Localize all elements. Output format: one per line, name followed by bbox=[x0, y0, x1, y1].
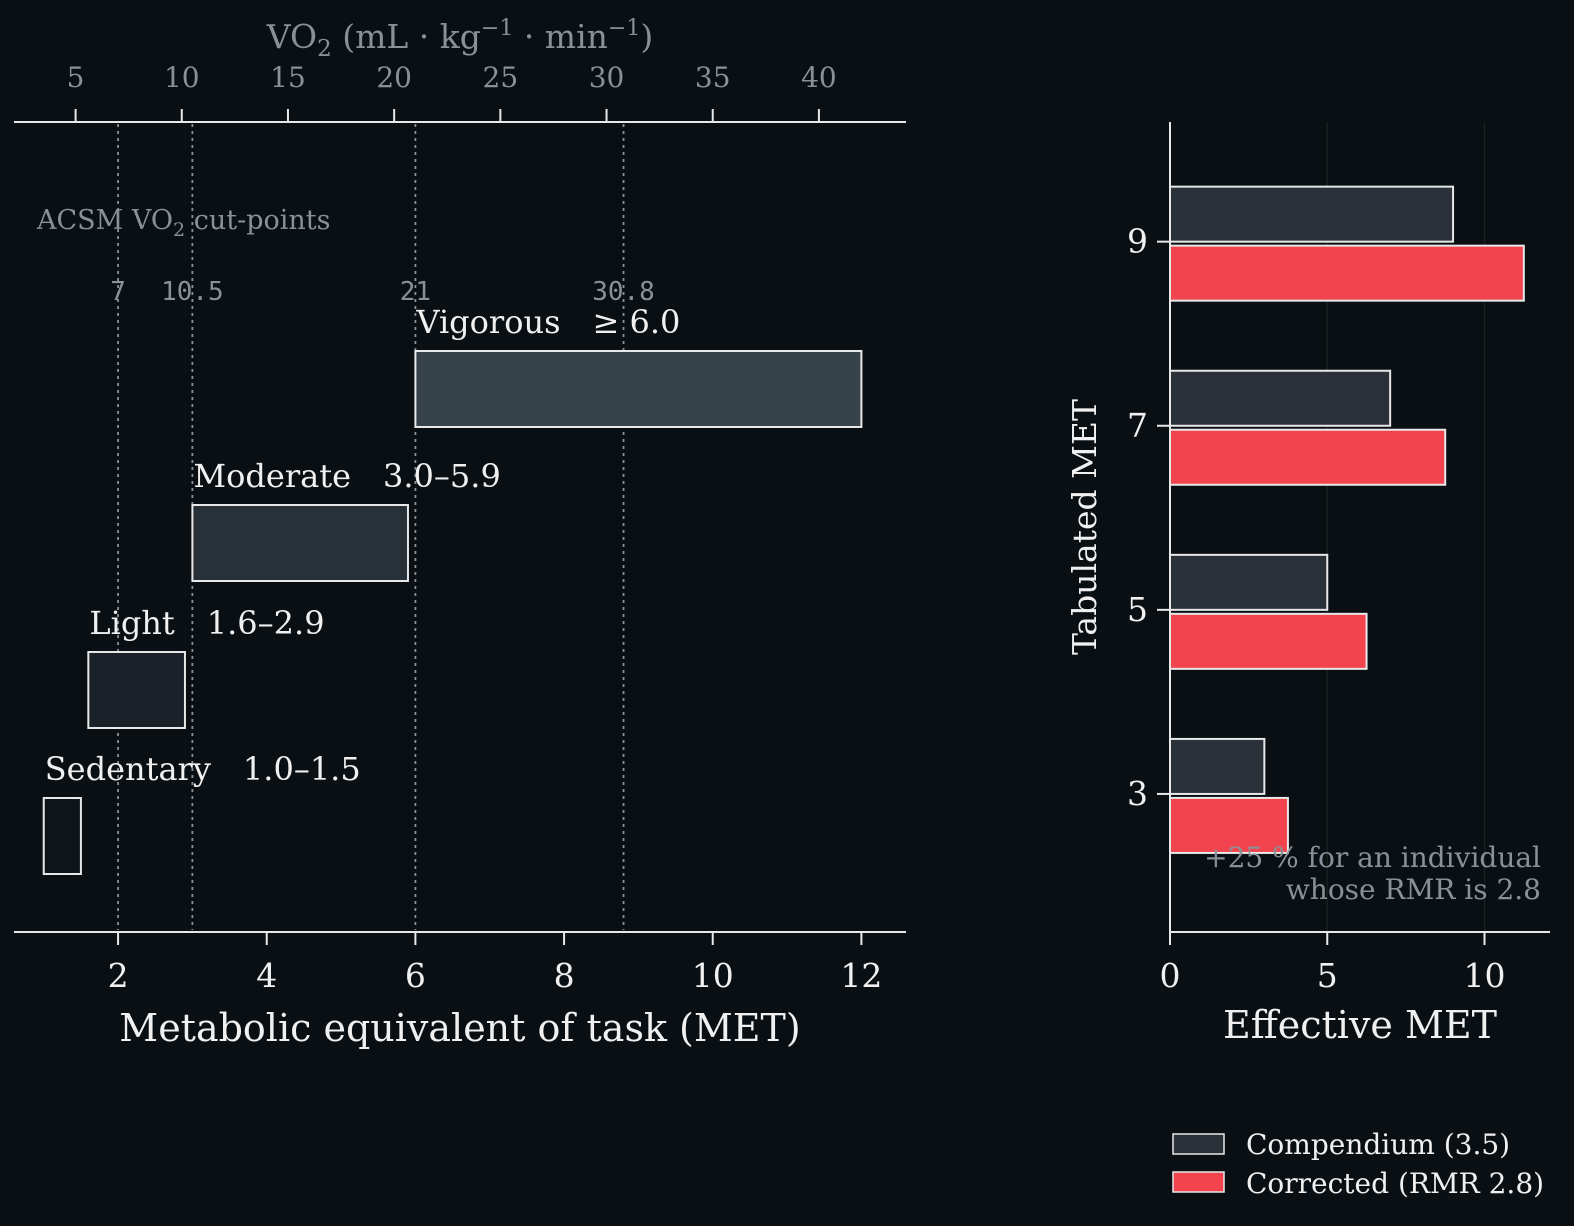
tabulated-met-ticks: 3 5 7 9 bbox=[1127, 222, 1170, 813]
effective-met-tick-label-0: 0 bbox=[1160, 956, 1181, 995]
tabulated-met-tick-label-7: 7 bbox=[1127, 406, 1148, 445]
met-tick-label-4: 4 bbox=[256, 956, 277, 995]
vo2-tick-label-25: 25 bbox=[483, 61, 519, 94]
vo2-tick-label-5: 5 bbox=[67, 61, 85, 94]
bar-corrected-5 bbox=[1169, 612, 1368, 670]
vo2-axis-label: VO2 (mL · kg−1 · min−1) bbox=[266, 16, 653, 62]
met-tick-label-8: 8 bbox=[554, 956, 575, 995]
intensity-bars: Sedentary 1.0–1.5 Light 1.6–2.9 Moderate 3.0–… bbox=[42, 303, 863, 875]
legend-label-corrected: Corrected (RMR 2.8) bbox=[1246, 1167, 1544, 1200]
legend-swatch-corrected bbox=[1172, 1171, 1225, 1193]
bar-label-vigorous: Vigorous ≥ 6.0 bbox=[415, 303, 680, 341]
vo2-tick-label-10: 10 bbox=[164, 61, 200, 94]
vo2-label-sup-min: −1 bbox=[608, 16, 640, 41]
cutpoints-title-main: ACSM VO bbox=[36, 205, 173, 236]
met-tick-label-6: 6 bbox=[405, 956, 426, 995]
met-tick-label-2: 2 bbox=[108, 956, 129, 995]
bar-name-light: Light bbox=[89, 604, 175, 642]
bar-name-sedentary: Sedentary bbox=[45, 750, 211, 788]
bar-sedentary bbox=[42, 797, 82, 875]
cutpoints-title: ACSM VO2 cut-points bbox=[36, 205, 330, 241]
vo2-label-close: ) bbox=[640, 17, 653, 56]
bar-label-sedentary: Sedentary 1.0–1.5 bbox=[45, 750, 361, 788]
effective-met-ticks: 0 5 10 bbox=[1160, 932, 1506, 995]
bar-compendium-5 bbox=[1169, 553, 1329, 611]
effective-met-bars bbox=[1169, 185, 1525, 854]
met-axis-label: Metabolic equivalent of task (MET) bbox=[119, 1006, 800, 1050]
legend: Compendium (3.5) Corrected (RMR 2.8) bbox=[1172, 1128, 1544, 1200]
vo2-tick-label-20: 20 bbox=[376, 61, 412, 94]
bar-corrected-7 bbox=[1169, 428, 1447, 486]
vo2-label-subscript: 2 bbox=[317, 36, 332, 62]
cutpoint-label-30.8: 30.8 bbox=[592, 277, 655, 307]
vo2-axis-ticks: 5 10 15 20 25 30 35 40 bbox=[67, 61, 837, 122]
tabulated-met-axis-label: Tabulated MET bbox=[1065, 399, 1104, 655]
legend-label-compendium: Compendium (3.5) bbox=[1246, 1128, 1510, 1161]
vo2-tick-label-15: 15 bbox=[270, 61, 306, 94]
bar-vigorous bbox=[414, 350, 863, 428]
cutpoints-title-rest: cut-points bbox=[185, 205, 330, 236]
bar-corrected-9 bbox=[1169, 244, 1525, 302]
bar-range-light: 1.6–2.9 bbox=[207, 604, 325, 642]
tabulated-met-tick-label-3: 3 bbox=[1127, 774, 1148, 813]
bar-moderate bbox=[191, 504, 409, 582]
rmr-annotation-line-2: whose RMR is 2.8 bbox=[1286, 873, 1541, 906]
met-tick-label-10: 10 bbox=[692, 956, 734, 995]
bar-light bbox=[87, 651, 186, 729]
cutpoint-lines bbox=[117, 124, 625, 930]
met-tick-label-12: 12 bbox=[840, 956, 882, 995]
bar-range-moderate: 3.0–5.9 bbox=[383, 457, 501, 495]
met-intensity-chart: Sedentary 1.0–1.5 Light 1.6–2.9 Moderate 3.0–… bbox=[14, 16, 906, 1050]
cutpoint-label-7: 7 bbox=[110, 277, 126, 307]
rmr-annotation-line-1: +25 % for an individual bbox=[1204, 841, 1541, 874]
legend-swatch-compendium bbox=[1172, 1133, 1225, 1155]
vo2-tick-label-40: 40 bbox=[801, 61, 837, 94]
bar-name-moderate: Moderate bbox=[193, 457, 351, 495]
met-axis-ticks: 2 4 6 8 10 12 bbox=[108, 932, 882, 995]
cutpoints-title-subscript: 2 bbox=[173, 219, 185, 241]
bar-range-vigorous: ≥ 6.0 bbox=[593, 303, 681, 341]
bar-compendium-7 bbox=[1169, 369, 1392, 427]
effective-met-tick-label-10: 10 bbox=[1464, 956, 1506, 995]
vo2-tick-label-30: 30 bbox=[589, 61, 625, 94]
bar-compendium-9 bbox=[1169, 185, 1455, 243]
bar-name-vigorous: Vigorous bbox=[415, 303, 560, 341]
cutpoint-label-21: 21 bbox=[400, 277, 431, 307]
effective-met-tick-label-5: 5 bbox=[1317, 956, 1338, 995]
cutpoint-label-10.5: 10.5 bbox=[161, 277, 224, 307]
vo2-label-sup-kg: −1 bbox=[481, 16, 513, 41]
bar-label-moderate: Moderate 3.0–5.9 bbox=[193, 457, 500, 495]
cutpoint-labels: 7 10.5 21 30.8 bbox=[110, 277, 655, 307]
bar-compendium-3 bbox=[1169, 737, 1266, 795]
tabulated-met-tick-label-9: 9 bbox=[1127, 222, 1148, 261]
bar-corrected-3 bbox=[1169, 796, 1289, 854]
vo2-label-units: (mL · kg bbox=[332, 17, 481, 56]
bar-label-light: Light 1.6–2.9 bbox=[89, 604, 324, 642]
vo2-tick-label-35: 35 bbox=[695, 61, 731, 94]
effective-met-chart: 3 5 7 9 0 5 10 Effective MET Tabulated MET +2… bbox=[1065, 122, 1550, 1200]
effective-met-axis-label: Effective MET bbox=[1223, 1003, 1497, 1047]
tabulated-met-tick-label-5: 5 bbox=[1127, 590, 1148, 629]
vo2-label-mid: · min bbox=[513, 17, 608, 56]
bar-range-sedentary: 1.0–1.5 bbox=[243, 750, 361, 788]
vo2-label-main: VO bbox=[266, 17, 317, 56]
